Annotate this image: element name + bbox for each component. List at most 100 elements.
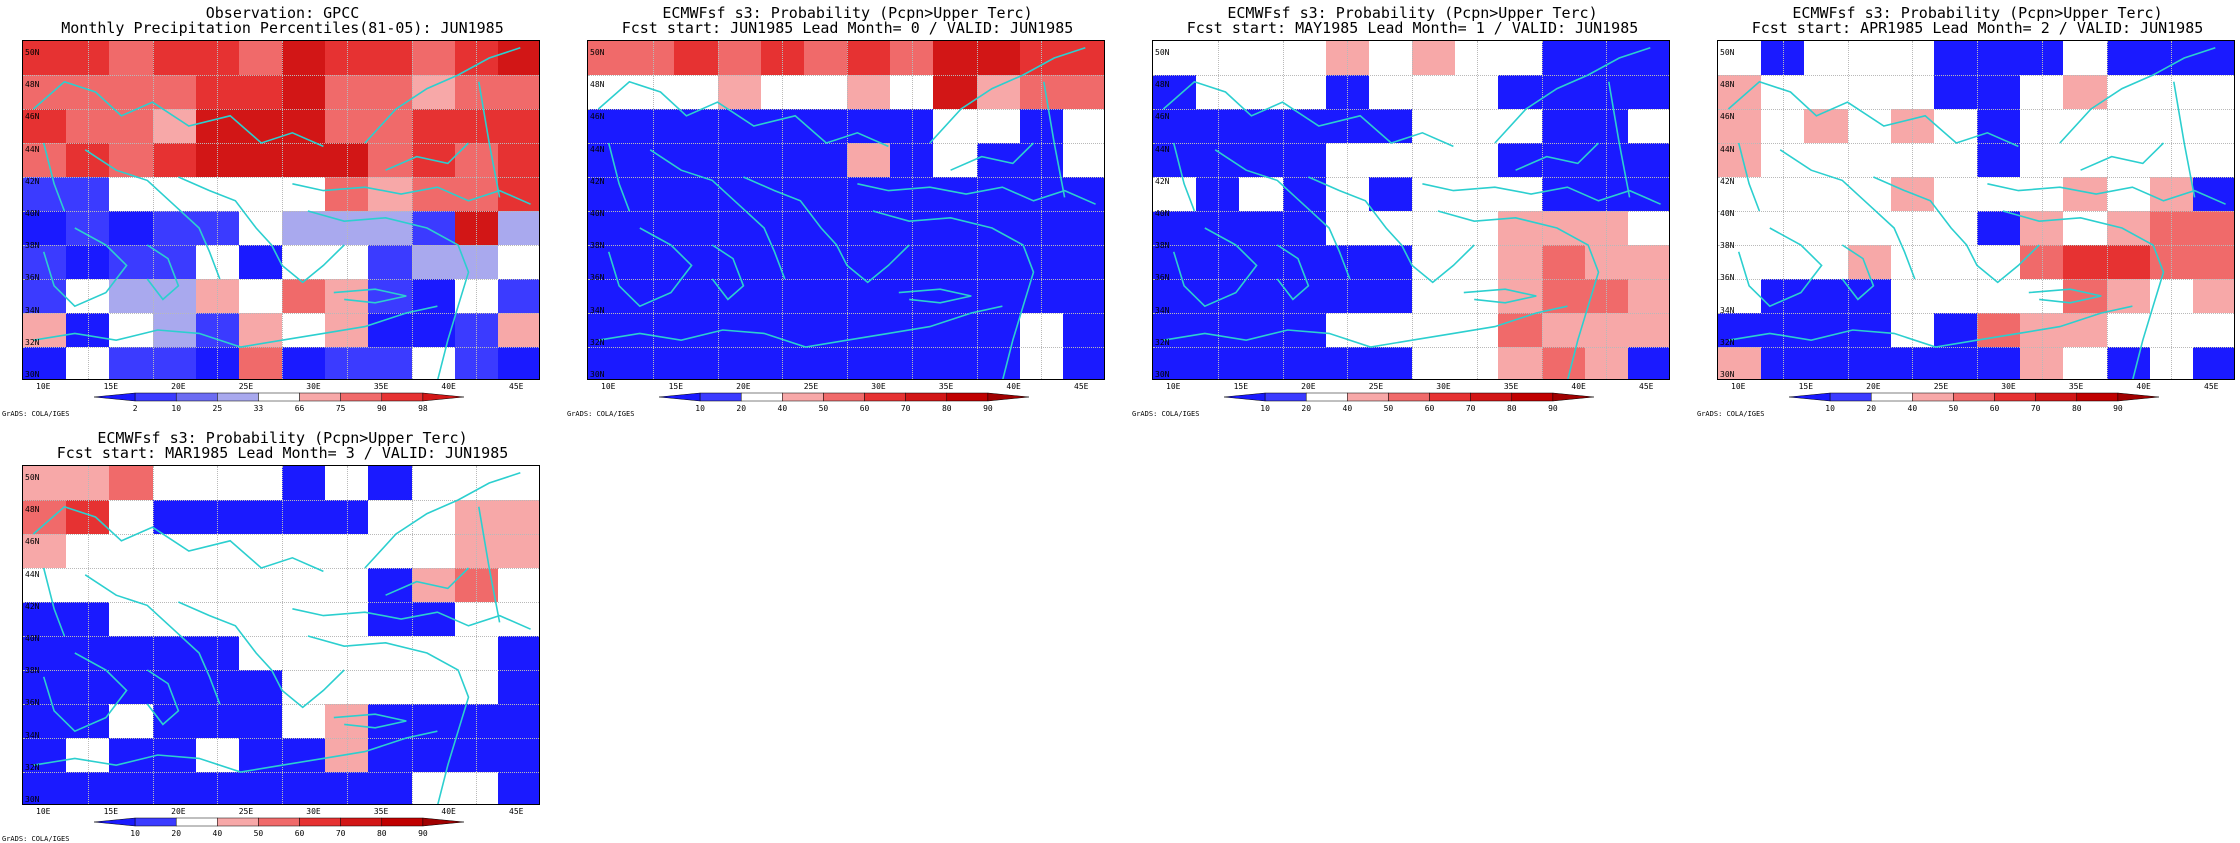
grid-cell xyxy=(2063,245,2108,280)
grid-cell xyxy=(23,704,67,739)
map-panel-obs: Observation: GPCC Monthly Precipitation P… xyxy=(2,0,545,418)
gridline xyxy=(23,772,539,773)
lon-tick-label: 10E xyxy=(1166,382,1181,391)
colorbar-swatch xyxy=(946,392,989,402)
grid-cell xyxy=(282,500,326,535)
grid-cell xyxy=(847,41,891,76)
gridline xyxy=(1718,279,2234,280)
grid-cell xyxy=(1498,143,1543,178)
coastline xyxy=(1737,227,1823,308)
gridline xyxy=(1847,41,1849,379)
grid-cell xyxy=(1977,279,2021,314)
grid-cell xyxy=(1062,177,1104,212)
lon-tick-label: 20E xyxy=(736,382,751,391)
grid-cell xyxy=(1977,347,2021,379)
colorbar-swatch xyxy=(864,392,906,402)
grid-cell xyxy=(23,636,67,671)
grid-cell xyxy=(1847,75,1892,110)
grid-cell xyxy=(23,500,67,535)
colorbar-swatch xyxy=(1470,392,1513,402)
coastline xyxy=(307,635,470,804)
grid-cell xyxy=(1153,109,1197,144)
grid-cell xyxy=(976,41,1021,76)
grid-cell xyxy=(1153,41,1197,76)
lon-tick-label: 40E xyxy=(441,382,456,391)
coastline xyxy=(364,47,521,144)
gridline xyxy=(2041,41,2043,379)
colorbar-swatch xyxy=(93,392,136,402)
grid-cell xyxy=(1498,245,1543,280)
grid-cell xyxy=(497,143,539,178)
grid-cell xyxy=(847,245,891,280)
grid-cell xyxy=(497,704,539,739)
colorbar-label: 90 xyxy=(2113,404,2123,413)
grid-cell xyxy=(1804,211,1849,246)
grid-cell xyxy=(2106,41,2151,76)
grid-cell xyxy=(23,313,67,348)
grid-cell xyxy=(1718,313,1762,348)
grid-cell xyxy=(1239,313,1284,348)
grid-cell xyxy=(23,177,67,212)
grid-cell xyxy=(1412,245,1456,280)
grid-cell xyxy=(1627,41,1669,76)
gridline xyxy=(1718,313,2234,314)
grid-cell xyxy=(23,41,67,76)
grid-cell xyxy=(238,347,283,379)
grid-cell xyxy=(282,313,326,348)
coastline xyxy=(84,574,221,705)
coastline xyxy=(1779,149,1916,280)
lat-tick-label: 30N xyxy=(25,795,40,804)
coastline xyxy=(146,669,180,726)
colorbar-swatch xyxy=(340,817,383,827)
grid-cell xyxy=(238,41,283,76)
coastline xyxy=(2028,288,2102,304)
colorbar-label: 60 xyxy=(295,829,305,838)
grid-cell xyxy=(1541,177,1586,212)
coastline xyxy=(385,567,470,596)
grid-cell xyxy=(1412,143,1456,178)
grid-cell xyxy=(803,347,848,379)
coastline-overlay xyxy=(1727,47,2226,379)
grid-cell xyxy=(497,75,539,110)
grid-cell xyxy=(1239,143,1284,178)
lat-tick-label: 48N xyxy=(25,505,40,515)
grid-cell xyxy=(1153,313,1197,348)
grid-cell xyxy=(1412,177,1456,212)
colorbar-label: 80 xyxy=(1507,404,1517,413)
lat-tick-label: 36N xyxy=(590,273,605,283)
coastline xyxy=(607,142,631,212)
grid-cell xyxy=(1718,75,1762,110)
grid-cell xyxy=(1153,177,1197,212)
grid-cell xyxy=(588,279,632,314)
gridline xyxy=(23,109,539,110)
grid-cell xyxy=(1541,245,1586,280)
lon-tick-label: 10E xyxy=(1731,382,1746,391)
gridline xyxy=(1718,211,2234,212)
grid-cell xyxy=(1627,109,1669,144)
grid-cell xyxy=(497,245,539,280)
coastline xyxy=(42,142,66,212)
coastline xyxy=(32,80,324,148)
grid-cell xyxy=(1541,347,1586,379)
colorbar-swatch xyxy=(1347,392,1389,402)
colorbar: 10 20 40 50 60 70 80 90 xyxy=(1788,392,2160,413)
coastline xyxy=(872,210,1035,379)
grid-cell xyxy=(497,211,539,246)
grid-cell xyxy=(497,279,539,314)
gridline xyxy=(588,313,1104,314)
grid-cell xyxy=(497,772,539,804)
colorbar-label: 10 xyxy=(171,404,181,413)
coastline xyxy=(2173,81,2196,198)
grid-cell xyxy=(1804,109,1849,144)
grid-cell xyxy=(803,177,848,212)
colorbar-swatch xyxy=(93,817,136,827)
colorbar-swatch xyxy=(1788,392,1831,402)
coastline xyxy=(597,80,889,148)
grid-cell xyxy=(497,738,539,773)
gridline xyxy=(1153,211,1669,212)
colorbar-swatch xyxy=(381,817,424,827)
grid-cell xyxy=(1977,211,2021,246)
grid-cell xyxy=(1412,75,1456,110)
gridline xyxy=(23,500,539,501)
colorbar-label: 60 xyxy=(1990,404,2000,413)
